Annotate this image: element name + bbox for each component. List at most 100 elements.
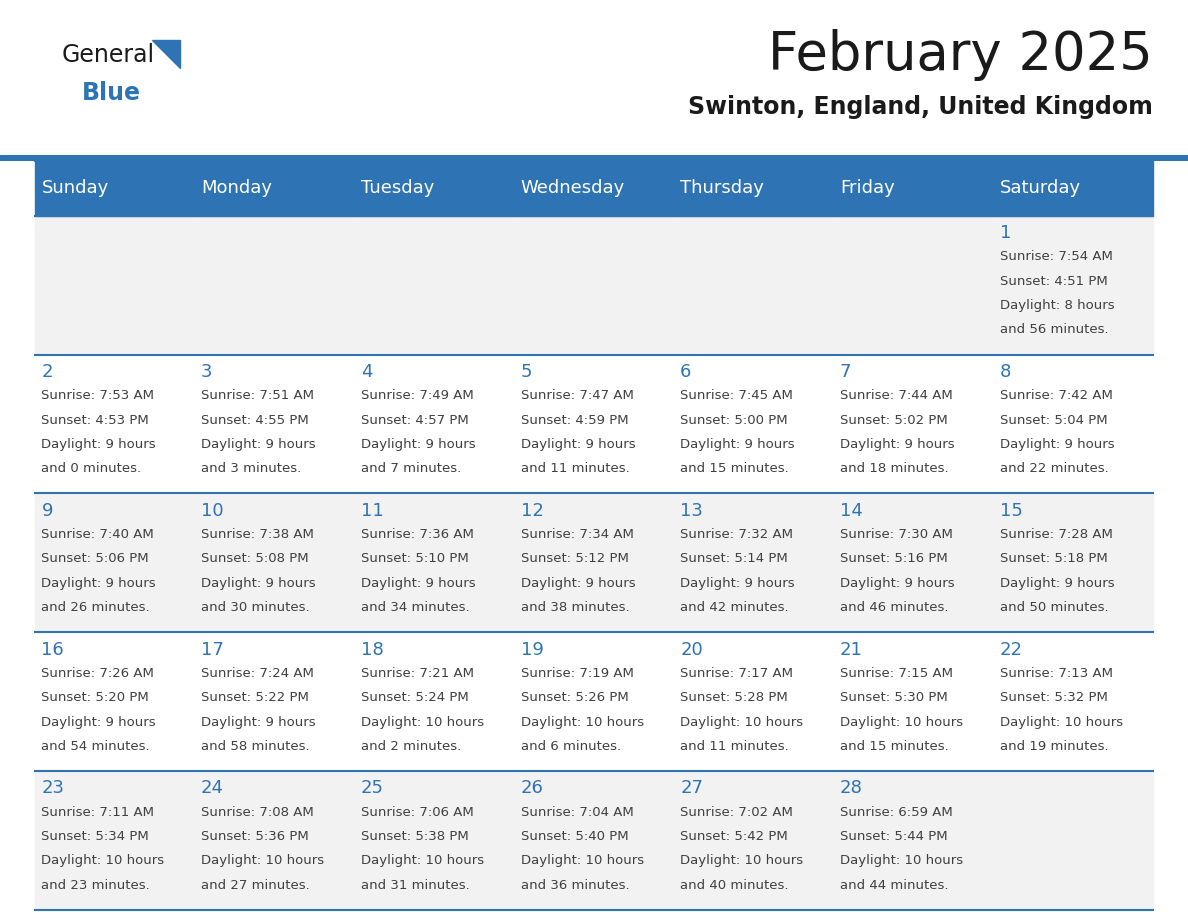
Text: 11: 11 bbox=[361, 502, 384, 520]
Text: Daylight: 10 hours: Daylight: 10 hours bbox=[999, 716, 1123, 729]
Bar bbox=[34, 493, 1154, 633]
Text: and 7 minutes.: and 7 minutes. bbox=[361, 462, 461, 476]
Text: Sunset: 5:12 PM: Sunset: 5:12 PM bbox=[520, 553, 628, 565]
Text: Sunset: 5:32 PM: Sunset: 5:32 PM bbox=[999, 691, 1107, 704]
Text: and 0 minutes.: and 0 minutes. bbox=[42, 462, 141, 476]
Text: and 18 minutes.: and 18 minutes. bbox=[840, 462, 948, 476]
Text: Daylight: 10 hours: Daylight: 10 hours bbox=[681, 855, 803, 868]
Text: Sunset: 5:40 PM: Sunset: 5:40 PM bbox=[520, 830, 628, 843]
Text: Sunrise: 7:49 AM: Sunrise: 7:49 AM bbox=[361, 389, 474, 402]
Text: Daylight: 10 hours: Daylight: 10 hours bbox=[520, 716, 644, 729]
Text: Sunrise: 7:38 AM: Sunrise: 7:38 AM bbox=[201, 528, 314, 541]
Text: Sunrise: 7:06 AM: Sunrise: 7:06 AM bbox=[361, 806, 474, 819]
Text: Sunset: 5:44 PM: Sunset: 5:44 PM bbox=[840, 830, 948, 843]
Text: Sunrise: 7:36 AM: Sunrise: 7:36 AM bbox=[361, 528, 474, 541]
Text: and 22 minutes.: and 22 minutes. bbox=[999, 462, 1108, 476]
Text: Daylight: 9 hours: Daylight: 9 hours bbox=[681, 577, 795, 589]
Text: Daylight: 9 hours: Daylight: 9 hours bbox=[840, 577, 955, 589]
Text: Daylight: 9 hours: Daylight: 9 hours bbox=[361, 577, 475, 589]
Text: General: General bbox=[62, 43, 156, 67]
Text: Blue: Blue bbox=[82, 81, 141, 105]
Text: Sunrise: 7:30 AM: Sunrise: 7:30 AM bbox=[840, 528, 953, 541]
Text: and 58 minutes.: and 58 minutes. bbox=[201, 740, 310, 753]
Text: Swinton, England, United Kingdom: Swinton, England, United Kingdom bbox=[688, 95, 1154, 119]
Text: and 56 minutes.: and 56 minutes. bbox=[999, 323, 1108, 336]
Text: Sunset: 5:14 PM: Sunset: 5:14 PM bbox=[681, 553, 788, 565]
Text: 12: 12 bbox=[520, 502, 543, 520]
Text: 18: 18 bbox=[361, 641, 384, 658]
Bar bbox=[993, 161, 1154, 216]
Text: Sunrise: 7:40 AM: Sunrise: 7:40 AM bbox=[42, 528, 154, 541]
Text: Sunset: 5:06 PM: Sunset: 5:06 PM bbox=[42, 553, 148, 565]
Text: Sunset: 5:20 PM: Sunset: 5:20 PM bbox=[42, 691, 150, 704]
Text: 19: 19 bbox=[520, 641, 543, 658]
Text: Daylight: 10 hours: Daylight: 10 hours bbox=[361, 716, 484, 729]
Text: Sunrise: 7:53 AM: Sunrise: 7:53 AM bbox=[42, 389, 154, 402]
Text: 2: 2 bbox=[42, 363, 53, 381]
Text: Sunset: 5:36 PM: Sunset: 5:36 PM bbox=[201, 830, 309, 843]
Text: 9: 9 bbox=[42, 502, 53, 520]
Text: Wednesday: Wednesday bbox=[520, 179, 625, 197]
Bar bbox=[514, 161, 674, 216]
Text: Sunset: 4:57 PM: Sunset: 4:57 PM bbox=[361, 414, 468, 427]
Bar bbox=[674, 161, 834, 216]
Text: Sunset: 4:55 PM: Sunset: 4:55 PM bbox=[201, 414, 309, 427]
Text: Sunset: 5:24 PM: Sunset: 5:24 PM bbox=[361, 691, 468, 704]
Text: 20: 20 bbox=[681, 641, 703, 658]
Text: Daylight: 9 hours: Daylight: 9 hours bbox=[201, 716, 316, 729]
Text: 3: 3 bbox=[201, 363, 213, 381]
Text: Daylight: 10 hours: Daylight: 10 hours bbox=[840, 716, 963, 729]
Text: and 15 minutes.: and 15 minutes. bbox=[840, 740, 949, 753]
Text: 13: 13 bbox=[681, 502, 703, 520]
Text: Daylight: 9 hours: Daylight: 9 hours bbox=[42, 438, 156, 451]
Bar bbox=[34, 633, 1154, 771]
Text: Sunset: 5:38 PM: Sunset: 5:38 PM bbox=[361, 830, 468, 843]
Text: Sunset: 5:04 PM: Sunset: 5:04 PM bbox=[999, 414, 1107, 427]
Text: and 19 minutes.: and 19 minutes. bbox=[999, 740, 1108, 753]
Text: Daylight: 10 hours: Daylight: 10 hours bbox=[201, 855, 324, 868]
Text: Daylight: 9 hours: Daylight: 9 hours bbox=[361, 438, 475, 451]
Text: Sunrise: 7:51 AM: Sunrise: 7:51 AM bbox=[201, 389, 314, 402]
Text: 22: 22 bbox=[999, 641, 1023, 658]
Text: Daylight: 10 hours: Daylight: 10 hours bbox=[840, 855, 963, 868]
Text: Daylight: 10 hours: Daylight: 10 hours bbox=[361, 855, 484, 868]
Text: and 11 minutes.: and 11 minutes. bbox=[681, 740, 789, 753]
Text: Monday: Monday bbox=[201, 179, 272, 197]
Text: and 38 minutes.: and 38 minutes. bbox=[520, 601, 630, 614]
Text: Daylight: 9 hours: Daylight: 9 hours bbox=[201, 438, 316, 451]
Text: and 26 minutes.: and 26 minutes. bbox=[42, 601, 150, 614]
Text: Sunrise: 7:54 AM: Sunrise: 7:54 AM bbox=[999, 251, 1112, 263]
Text: Sunrise: 7:45 AM: Sunrise: 7:45 AM bbox=[681, 389, 794, 402]
Text: 17: 17 bbox=[201, 641, 225, 658]
Text: 10: 10 bbox=[201, 502, 223, 520]
Text: 26: 26 bbox=[520, 779, 543, 798]
Text: February 2025: February 2025 bbox=[769, 29, 1154, 81]
Bar bbox=[34, 161, 195, 216]
Text: Sunset: 5:08 PM: Sunset: 5:08 PM bbox=[201, 553, 309, 565]
Text: and 11 minutes.: and 11 minutes. bbox=[520, 462, 630, 476]
Text: Sunrise: 7:44 AM: Sunrise: 7:44 AM bbox=[840, 389, 953, 402]
Polygon shape bbox=[152, 40, 181, 68]
Text: Sunset: 4:53 PM: Sunset: 4:53 PM bbox=[42, 414, 150, 427]
Text: Daylight: 9 hours: Daylight: 9 hours bbox=[520, 577, 636, 589]
Text: 28: 28 bbox=[840, 779, 862, 798]
Text: Sunset: 5:10 PM: Sunset: 5:10 PM bbox=[361, 553, 468, 565]
Bar bbox=[354, 161, 514, 216]
Text: 4: 4 bbox=[361, 363, 372, 381]
Text: and 34 minutes.: and 34 minutes. bbox=[361, 601, 469, 614]
Text: Sunrise: 7:42 AM: Sunrise: 7:42 AM bbox=[999, 389, 1112, 402]
Text: Daylight: 9 hours: Daylight: 9 hours bbox=[520, 438, 636, 451]
Text: Sunrise: 7:15 AM: Sunrise: 7:15 AM bbox=[840, 667, 953, 680]
Text: Sunrise: 7:24 AM: Sunrise: 7:24 AM bbox=[201, 667, 314, 680]
Text: Sunrise: 7:32 AM: Sunrise: 7:32 AM bbox=[681, 528, 794, 541]
Text: and 6 minutes.: and 6 minutes. bbox=[520, 740, 620, 753]
Text: 6: 6 bbox=[681, 363, 691, 381]
Text: Friday: Friday bbox=[840, 179, 895, 197]
Text: and 3 minutes.: and 3 minutes. bbox=[201, 462, 302, 476]
Text: Saturday: Saturday bbox=[999, 179, 1081, 197]
Text: Sunset: 5:30 PM: Sunset: 5:30 PM bbox=[840, 691, 948, 704]
Text: and 30 minutes.: and 30 minutes. bbox=[201, 601, 310, 614]
Text: Sunrise: 7:08 AM: Sunrise: 7:08 AM bbox=[201, 806, 314, 819]
Text: and 40 minutes.: and 40 minutes. bbox=[681, 879, 789, 891]
Text: Daylight: 9 hours: Daylight: 9 hours bbox=[42, 716, 156, 729]
